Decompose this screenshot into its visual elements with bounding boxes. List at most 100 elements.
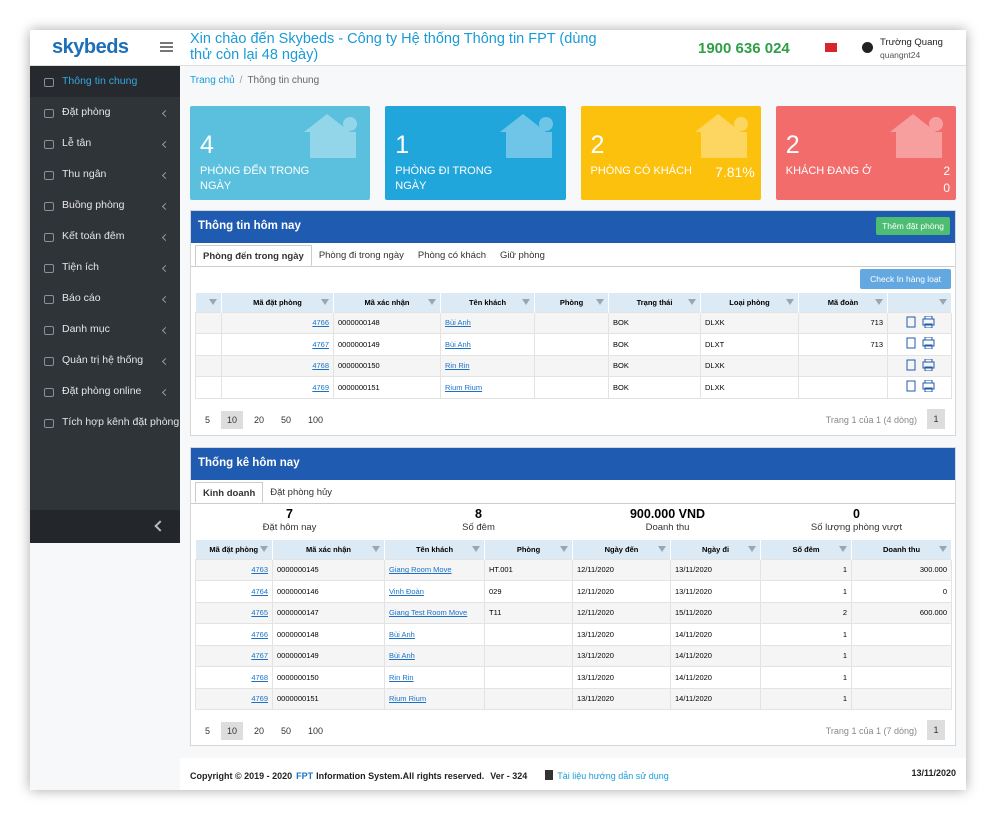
table-cell: HT.001 [484,558,573,581]
column-header[interactable]: Trạng thái [608,293,701,312]
row-link[interactable]: Bùi Anh [445,339,471,349]
column-header[interactable]: Loại phòng [700,293,799,312]
column-header[interactable]: Mã xác nhận [333,293,441,312]
sidebar-item[interactable]: Danh mục [30,314,180,345]
row-link[interactable]: Giang Test Room Move [389,608,468,618]
sidebar-item[interactable]: Lễ tân [30,128,180,159]
card-label: PHÒNG CÓ KHÁCH [590,165,692,177]
stat-card[interactable]: 1 PHÒNG ĐI TRONG NGÀY [385,106,566,200]
sidebar-collapse[interactable] [30,510,180,543]
page-size[interactable]: 50 [281,414,292,425]
row-link[interactable]: 4766 [251,629,268,639]
row-link[interactable]: 4767 [312,339,329,349]
table-row: 4765 0000000147 Giang Test Room Move T11 12/… [195,601,952,624]
language-flag[interactable] [825,43,837,52]
tab[interactable]: Kinh doanh [195,482,264,503]
tab[interactable]: Đặt phòng hủy [270,487,333,498]
checkin-button[interactable]: Check In hàng loạt [860,269,951,289]
page-size[interactable]: 5 [205,414,211,425]
page-size[interactable]: 100 [308,414,324,425]
pagination: 5 10 20 50 100 Trang 1 của 1 (4 dòng) 1 [191,405,955,433]
page-size[interactable]: 10 [221,410,244,429]
row-link[interactable]: Bùi Anh [389,651,415,661]
row-link[interactable]: Rium Rium [445,382,483,392]
row-link[interactable]: 4764 [251,586,268,596]
row-select[interactable] [195,333,222,356]
sidebar-item[interactable]: Thu ngân [30,159,180,190]
page-size[interactable]: 5 [205,726,211,736]
row-link[interactable]: Giang Room Move [389,565,452,575]
breadcrumb-link[interactable]: Trang chủ [190,75,235,86]
row-link[interactable]: Rin Rin [445,361,470,371]
table-cell: 14/11/2020 [670,644,761,667]
column-header[interactable]: Tên khách [384,540,485,559]
row-link[interactable]: Vinh Đoàn [389,586,424,596]
stat-card[interactable]: 2 PHÒNG CÓ KHÁCH 7.81% [580,106,761,200]
row-link[interactable]: 4769 [312,382,329,392]
column-header[interactable]: Phòng [534,293,609,312]
column-header[interactable]: Tên khách [440,293,535,312]
row-link[interactable]: 4769 [251,694,268,704]
table-cell: 0000000148 [333,311,441,334]
table-cell: 0000000146 [272,580,385,603]
tab[interactable]: Phòng có khách [417,250,486,261]
page-button[interactable]: 1 [927,720,945,740]
row-select[interactable] [195,311,222,334]
select-all[interactable] [195,293,222,312]
row-link[interactable]: 4768 [312,361,329,371]
row-link[interactable]: 4767 [251,651,268,661]
stat-card[interactable]: 2 KHÁCH ĐANG Ở 2 0 [775,106,956,200]
action-icons[interactable] [903,315,937,329]
tab[interactable]: Giữ phòng [500,250,545,261]
action-icons[interactable] [903,358,937,372]
sidebar-item[interactable]: Buồng phòng [30,190,180,221]
row-link[interactable]: Bùi Anh [445,318,471,328]
sidebar-item[interactable]: Quản trị hệ thống [30,345,180,376]
table-cell: 4766 [221,311,334,334]
column-header[interactable]: Doanh thu [851,540,952,559]
page-size[interactable]: 50 [281,726,292,736]
user-name[interactable]: Trường Quang [880,37,943,48]
tab[interactable]: Phòng đến trong ngày [195,245,312,266]
column-header[interactable]: Mã đoàn [798,293,888,312]
today-panel: Thông tin hôm nay Thêm đặt phòng Phòng đến… [190,210,956,436]
table-cell: 15/11/2020 [670,601,761,624]
row-link[interactable]: Rin Rin [389,672,414,682]
sidebar-item[interactable]: Đặt phòng online [30,376,180,407]
menu-toggle[interactable] [160,42,173,52]
sidebar-item[interactable]: Báo cáo [30,283,180,314]
column-header[interactable]: Mã xác nhận [272,540,385,559]
column-header[interactable]: Mã đặt phòng [195,540,273,559]
table-cell: Giang Room Move [384,558,485,581]
stat-card[interactable]: 4 PHÒNG ĐẾN TRONG NGÀY [190,106,371,200]
column-header[interactable]: Ngày đến [572,540,671,559]
page-size[interactable]: 20 [254,726,265,736]
page-size[interactable]: 100 [308,726,324,736]
row-link[interactable]: 4763 [251,565,268,575]
row-link[interactable]: 4768 [251,672,268,682]
action-icons[interactable] [903,379,937,393]
sidebar-item[interactable]: Tích hợp kênh đặt phòng [30,407,180,438]
row-link[interactable]: 4765 [251,608,268,618]
row-link[interactable]: Bùi Anh [389,629,415,639]
page-button[interactable]: 1 [927,408,945,429]
guide-link[interactable]: Tài liệu hướng dẫn sử dụng [557,771,669,781]
sidebar-item[interactable]: Đặt phòng [30,97,180,128]
page-size[interactable]: 10 [221,722,244,740]
add-booking-button[interactable]: Thêm đặt phòng [876,217,950,235]
action-icons[interactable] [903,336,937,350]
row-select[interactable] [195,376,222,399]
page-size[interactable]: 20 [254,414,265,425]
sidebar-item[interactable]: Tiện ích [30,252,180,283]
tab[interactable]: Phòng đi trong ngày [318,250,404,261]
column-header[interactable]: Số đêm [760,540,852,559]
column-header[interactable]: Mã đặt phòng [221,293,334,312]
column-header[interactable]: Phòng [484,540,573,559]
sidebar-item[interactable]: Kết toán đêm [30,221,180,252]
sidebar-item[interactable]: Thông tin chung [30,66,180,97]
row-link[interactable]: Rium Rium [389,694,427,704]
row-link[interactable]: 4766 [312,318,329,328]
row-select[interactable] [195,354,222,377]
app: skybeds Xin chào đến Skybeds - Công ty Hệ… [30,30,966,790]
column-header[interactable]: Ngày đi [670,540,761,559]
